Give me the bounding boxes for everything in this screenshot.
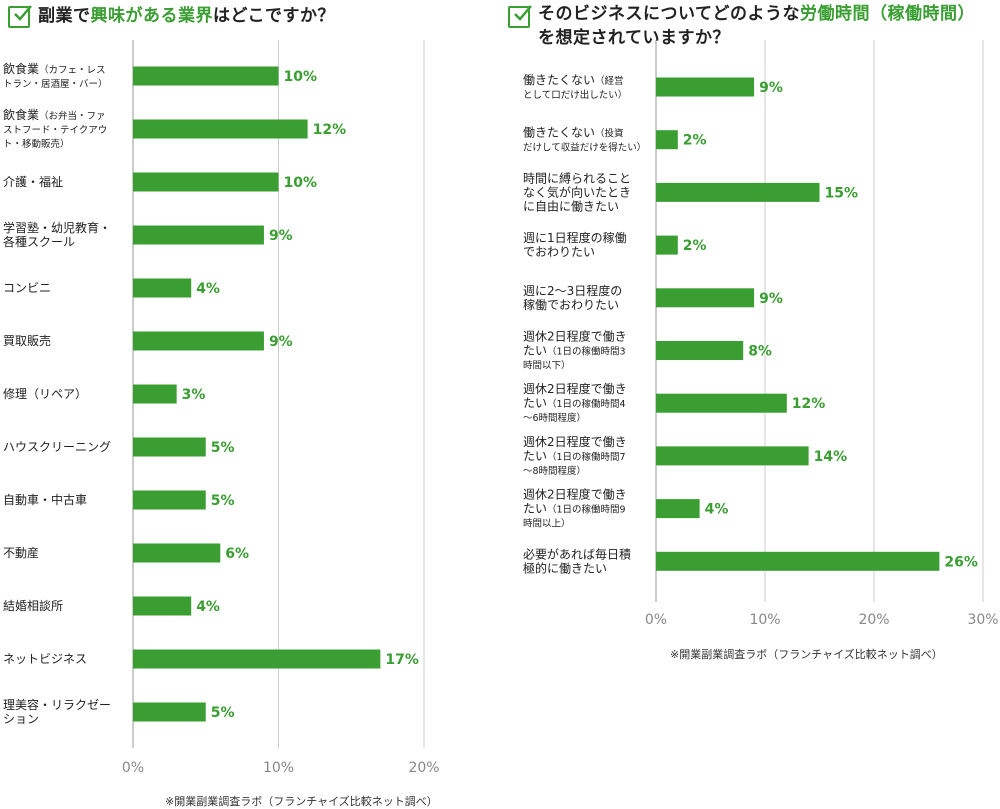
bar	[656, 235, 678, 255]
data-label: 9%	[759, 80, 783, 96]
category-label: 自動車・中古車	[3, 492, 87, 507]
category-label: 週に1日程度の稼働でおわりたい	[523, 230, 627, 259]
bar	[133, 596, 192, 616]
x-tick-label: 0%	[122, 760, 144, 776]
category-label: コンビニ	[3, 281, 51, 295]
category-label: 買取販売	[3, 333, 51, 348]
data-label: 26%	[944, 554, 978, 570]
data-label: 8%	[748, 344, 772, 360]
checkbox-icon	[8, 5, 32, 28]
left-title-pre: 副業で	[38, 6, 91, 26]
right-bar-chart: 0% 10% 20% 30% 9% 働きたくない（経営として口だけ出したい） 2% 働きたくな…	[523, 40, 999, 628]
left-bar-chart: 0% 10% 20% 10% 飲食業（カフェ・レストラン・居酒屋・バー） 12% 飲食業（お…	[3, 40, 440, 776]
category-label: 週に2〜3日程度の稼働でおわりたい	[523, 283, 622, 312]
category-label: 飲食業（お弁当・ファストフード・テイクアウト・移動販売）	[3, 107, 107, 150]
data-label: 9%	[269, 228, 293, 244]
x-tick-label: 20%	[408, 760, 439, 776]
bar	[656, 499, 700, 519]
category-label: 働きたくない（経営として口だけ出したい）	[523, 73, 627, 101]
bar	[133, 702, 206, 722]
category-label: 不動産	[3, 545, 39, 560]
category-label: 必要があれば毎日積極的に働きたい	[523, 546, 631, 575]
bar	[133, 437, 206, 457]
data-label: 2%	[683, 133, 707, 149]
bar	[656, 551, 940, 571]
category-label: 働きたくない（投資だけして収益だけを得たい）	[523, 126, 646, 154]
left-chart-title: 副業で興味がある業界はどこですか？	[38, 4, 335, 28]
category-label: 週休2日程度で働きたい（1日の稼働時間3 時間以下）	[523, 329, 627, 372]
category-label: 学習塾・幼児教育・各種スクール	[3, 220, 111, 249]
data-label: 3%	[182, 387, 206, 403]
data-label: 4%	[196, 599, 220, 615]
category-label: 介護・福祉	[3, 174, 63, 189]
data-label: 10%	[284, 175, 318, 191]
data-label: 12%	[792, 396, 826, 412]
category-label: 修理（リペア）	[3, 386, 87, 401]
bar	[133, 490, 206, 510]
category-label: ネットビジネス	[3, 652, 87, 666]
bar	[133, 649, 381, 669]
bar	[656, 341, 744, 360]
category-label: ハウスクリーニング	[3, 440, 111, 454]
bar	[133, 384, 177, 404]
data-label: 5%	[211, 493, 235, 509]
data-label: 9%	[269, 334, 293, 350]
right-chart-panel: そのビジネスについてどのような労働時間（稼働時間） を想定されていますか？ 0%…	[500, 0, 1000, 807]
bar	[656, 393, 787, 413]
x-tick-label: 0%	[645, 612, 667, 628]
bar	[133, 225, 264, 245]
bar	[133, 172, 279, 192]
x-tick-label: 30%	[967, 612, 998, 628]
x-tick-label: 10%	[749, 612, 780, 628]
bar	[656, 182, 820, 202]
category-label: 結婚相談所	[3, 598, 63, 613]
data-label: 4%	[196, 281, 220, 297]
x-tick-label: 10%	[263, 760, 294, 776]
right-chart-title: そのビジネスについてどのような労働時間（稼働時間） を想定されていますか？	[538, 2, 975, 50]
category-label: 理美容・リラクゼーション	[3, 697, 111, 726]
right-title-highlight: 労働時間（稼働時間）	[800, 4, 975, 24]
bar	[133, 119, 308, 139]
data-label: 5%	[211, 705, 235, 721]
data-label: 4%	[705, 502, 729, 518]
bar	[656, 288, 755, 308]
data-label: 17%	[385, 652, 419, 668]
bar	[133, 66, 279, 86]
category-label: 時間に縛られることなく気が向いたときに自由に働きたい	[523, 170, 631, 213]
data-label: 6%	[225, 546, 249, 562]
data-label: 15%	[825, 185, 859, 201]
category-label: 飲食業（カフェ・レストラン・居酒屋・バー）	[3, 61, 108, 90]
left-source-note: ※開業副業調査ラボ（フランチャイズ比較ネット調べ）	[165, 795, 438, 808]
data-label: 9%	[759, 291, 783, 307]
category-label: 週休2日程度で働きたい（1日の稼働時間9 時間以上）	[523, 487, 627, 530]
bar	[133, 543, 221, 563]
left-chart-panel: 副業で興味がある業界はどこですか？ 0% 10% 20% 10% 飲食業（カフェ・レスト…	[0, 0, 480, 808]
x-tick-label: 20%	[858, 612, 889, 628]
bar	[133, 278, 192, 298]
right-title-pre: そのビジネスについてどのような	[538, 4, 800, 24]
data-label: 5%	[211, 440, 235, 456]
checkbox-icon	[508, 5, 532, 28]
right-title-line2: を想定されていますか？	[538, 28, 730, 48]
bar	[133, 331, 264, 351]
bar	[656, 446, 809, 466]
data-label: 12%	[313, 122, 347, 138]
left-title-post: はどこですか？	[213, 6, 335, 26]
category-label: 週休2日程度で働きたい（1日の稼働時間7 〜8時間程度）	[523, 434, 627, 477]
left-title-highlight: 興味がある業界	[90, 6, 213, 26]
right-source-note: ※開業副業調査ラボ（フランチャイズ比較ネット調べ）	[670, 648, 943, 661]
category-label: 週休2日程度で働きたい（1日の稼働時間4 〜6時間程度）	[523, 381, 627, 424]
data-label: 2%	[683, 238, 707, 254]
bar	[656, 77, 755, 97]
data-label: 10%	[284, 69, 318, 85]
data-label: 14%	[814, 449, 848, 465]
bar	[656, 130, 678, 150]
